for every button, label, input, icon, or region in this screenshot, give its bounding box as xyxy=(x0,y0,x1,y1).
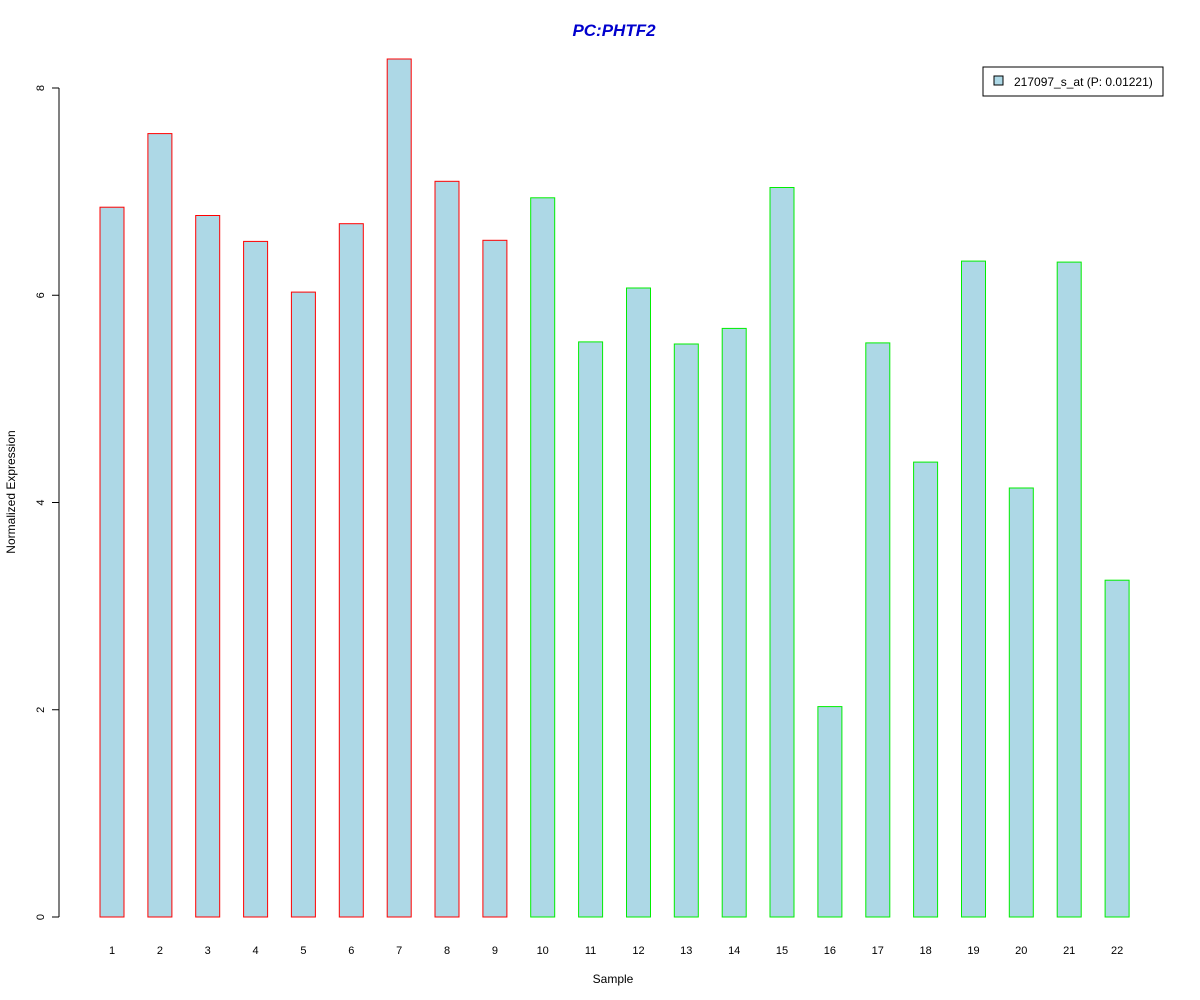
y-axis: 0 2 4 6 8 xyxy=(35,85,60,920)
y-tick-label-8: 8 xyxy=(35,85,47,91)
x-tick-label-9: 9 xyxy=(492,945,498,957)
x-axis-labels: 1 2 3 4 5 6 7 8 9 10 11 12 13 14 15 16 17 18 19 20 21 22 xyxy=(109,945,1123,957)
bar-sample-18 xyxy=(913,461,939,918)
x-axis-title: Sample xyxy=(593,972,634,986)
x-tick-label-22: 22 xyxy=(1111,945,1123,957)
bar-sample-14 xyxy=(721,327,747,918)
y-tick-label-6: 6 xyxy=(35,292,47,298)
x-tick-label-15: 15 xyxy=(776,945,788,957)
x-tick-label-8: 8 xyxy=(444,945,450,957)
x-tick-label-16: 16 xyxy=(824,945,836,957)
x-tick-label-11: 11 xyxy=(585,945,596,957)
y-tick-label-0: 0 xyxy=(35,914,47,920)
legend-label: 217097_s_at (P: 0.01221) xyxy=(1014,75,1153,89)
x-tick-label-6: 6 xyxy=(348,945,354,957)
x-tick-label-3: 3 xyxy=(205,945,211,957)
bar-sample-20 xyxy=(1008,487,1034,918)
y-tick-label-4: 4 xyxy=(35,499,47,505)
x-tick-label-19: 19 xyxy=(967,945,979,957)
bar-sample-5 xyxy=(290,291,316,918)
x-tick-label-7: 7 xyxy=(396,945,402,957)
x-tick-label-13: 13 xyxy=(680,945,692,957)
bar-sample-22 xyxy=(1104,579,1130,918)
bar-sample-16 xyxy=(817,706,843,918)
x-tick-label-1: 1 xyxy=(109,945,115,957)
x-tick-label-4: 4 xyxy=(253,945,259,957)
bar-sample-17 xyxy=(865,342,891,918)
bar-sample-8 xyxy=(434,180,460,918)
x-tick-label-20: 20 xyxy=(1015,945,1027,957)
bar-sample-6 xyxy=(338,223,364,918)
bar-sample-4 xyxy=(243,240,269,918)
x-tick-label-21: 21 xyxy=(1063,945,1075,957)
bar-sample-2 xyxy=(147,133,173,918)
bar-sample-11 xyxy=(578,341,604,918)
bar-sample-3 xyxy=(195,215,221,918)
y-axis-title: Normalized Expression xyxy=(4,430,18,553)
x-tick-label-12: 12 xyxy=(632,945,644,957)
bar-sample-15 xyxy=(769,187,795,918)
bar-sample-7 xyxy=(386,58,412,918)
x-tick-label-5: 5 xyxy=(300,945,306,957)
bar-sample-19 xyxy=(961,260,986,918)
legend: 217097_s_at (P: 0.01221) xyxy=(982,66,1164,97)
x-tick-label-14: 14 xyxy=(728,945,740,957)
x-tick-label-10: 10 xyxy=(537,945,549,957)
legend-swatch xyxy=(993,75,1004,86)
x-tick-label-17: 17 xyxy=(872,945,884,957)
bars-group xyxy=(99,58,1130,918)
bar-sample-12 xyxy=(626,287,651,918)
bar-sample-21 xyxy=(1056,261,1082,918)
x-tick-label-18: 18 xyxy=(919,945,931,957)
chart-title: PC:PHTF2 xyxy=(572,21,656,40)
legend-box xyxy=(982,66,1164,97)
y-tick-label-2: 2 xyxy=(35,707,47,713)
bar-sample-10 xyxy=(530,197,556,918)
bar-sample-9 xyxy=(482,239,508,918)
bar-sample-13 xyxy=(673,343,699,918)
bar-sample-1 xyxy=(99,206,125,918)
x-tick-label-2: 2 xyxy=(157,945,163,957)
